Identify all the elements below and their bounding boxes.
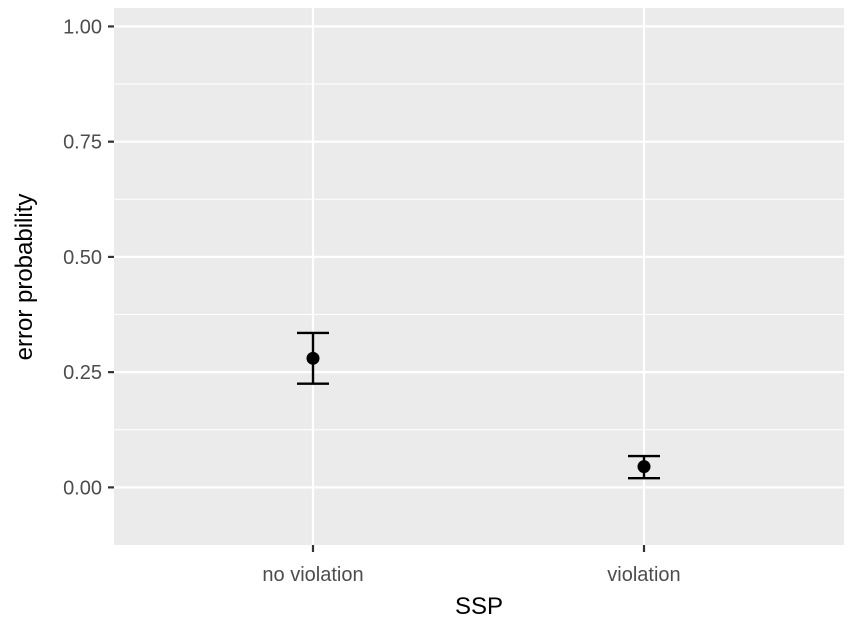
error-bar-point-group	[628, 454, 660, 480]
y-tick-label: 0.50	[63, 247, 102, 269]
data-marks	[297, 331, 660, 480]
error-bar-point-group	[297, 331, 329, 385]
y-tick-label: 0.25	[63, 362, 102, 384]
major-gridlines	[114, 8, 844, 545]
x-tick-label: no violation	[262, 564, 363, 586]
x-tick-label: violation	[607, 564, 680, 586]
plot-panel	[114, 8, 844, 545]
y-axis-title: error probability	[11, 194, 38, 361]
y-axis-ticks: 0.00 0.25 0.50 0.75 1.00	[63, 16, 114, 499]
y-tick-label: 0.00	[63, 477, 102, 499]
data-point	[637, 460, 651, 474]
minor-gridlines	[114, 83, 844, 431]
y-tick-label: 1.00	[63, 16, 102, 38]
data-point	[306, 351, 320, 365]
x-axis-title: SSP	[455, 593, 503, 620]
y-tick-label: 0.75	[63, 132, 102, 154]
x-axis-ticks: no violation violation	[262, 545, 681, 586]
